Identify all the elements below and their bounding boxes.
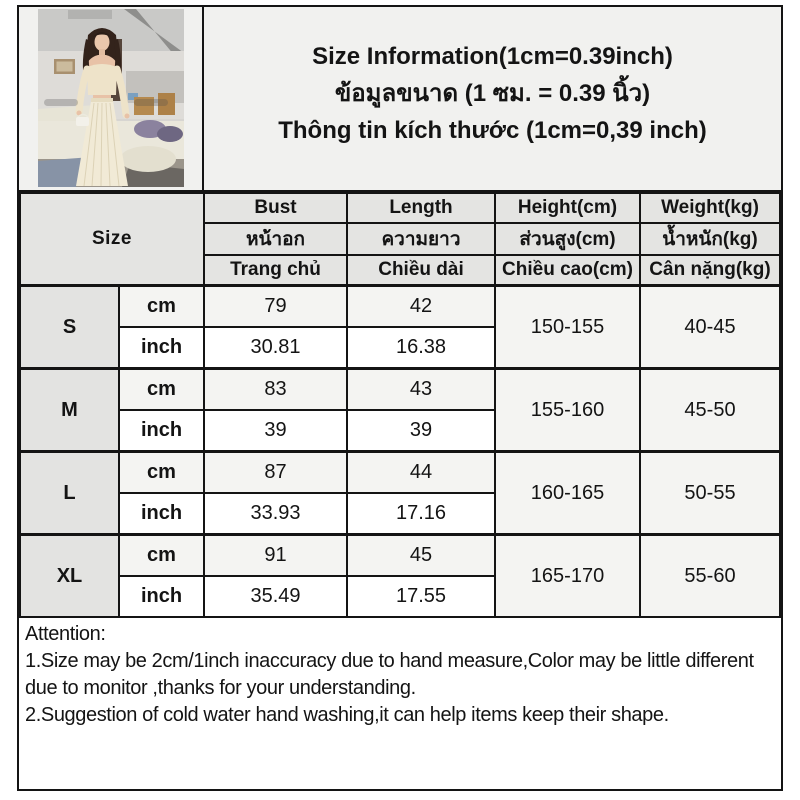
m-height-range: 155-160: [494, 367, 641, 453]
header-weight-en: Weight(kg): [639, 192, 781, 224]
title-english: Size Information(1cm=0.39inch): [312, 43, 673, 70]
table-row: inch 35.49 17.55: [20, 575, 780, 618]
header-section: Size Information(1cm=0.39inch) ข้อมูลขนา…: [19, 7, 781, 192]
product-photo: [37, 9, 184, 187]
header-length-en: Length: [346, 192, 496, 224]
l-length-cm: 44: [346, 450, 496, 494]
header-height-en: Height(cm): [494, 192, 641, 224]
attention-heading: Attention:: [25, 623, 106, 645]
m-unit-inch: inch: [118, 409, 205, 453]
xl-unit-cm: cm: [118, 533, 205, 577]
size-xl-label: XL: [19, 533, 120, 618]
m-length-inch: 39: [346, 409, 496, 453]
table-row: inch 33.93 17.16: [20, 492, 780, 536]
s-bust-inch: 30.81: [203, 326, 348, 370]
s-length-inch: 16.38: [346, 326, 496, 370]
size-l-label: L: [19, 450, 120, 536]
xl-length-cm: 45: [346, 533, 496, 577]
size-s-label: S: [19, 284, 120, 370]
l-weight-range: 50-55: [639, 450, 781, 536]
table-row: XL cm 91 45 165-170 55-60: [19, 533, 781, 618]
header-length-vi: Chiều dài: [346, 254, 496, 287]
attention-section: Attention: 1.Size may be 2cm/1inch inacc…: [19, 618, 781, 789]
size-m-label: M: [19, 367, 120, 453]
header-row-vietnamese: Trang chủ Chiều dài Chiều cao(cm) Cân nặ…: [20, 254, 781, 287]
title-thai: ข้อมูลขนาด (1 ซม. = 0.39 นิ้ว): [334, 80, 651, 107]
header-weight-th: น้ำหนัก(kg): [639, 222, 781, 256]
m-length-cm: 43: [346, 367, 496, 411]
l-height-range: 160-165: [494, 450, 641, 536]
l-length-inch: 17.16: [346, 492, 496, 536]
l-unit-cm: cm: [118, 450, 205, 494]
m-unit-cm: cm: [118, 367, 205, 411]
s-bust-cm: 79: [203, 284, 348, 328]
header-length-th: ความยาว: [346, 222, 496, 256]
header-height-vi: Chiều cao(cm): [494, 254, 641, 287]
s-length-cm: 42: [346, 284, 496, 328]
attention-item-2: 2.Suggestion of cold water hand washing,…: [25, 704, 669, 726]
l-bust-inch: 33.93: [203, 492, 348, 536]
header-weight-vi: Cân nặng(kg): [639, 254, 781, 287]
table-row: M cm 83 43 155-160 45-50: [19, 367, 781, 453]
header-bust-en: Bust: [203, 192, 348, 224]
xl-bust-inch: 35.49: [203, 575, 348, 618]
s-height-range: 150-155: [494, 284, 641, 370]
table-row: inch 30.81 16.38: [20, 326, 780, 370]
m-bust-cm: 83: [203, 367, 348, 411]
xl-unit-inch: inch: [118, 575, 205, 618]
l-unit-inch: inch: [118, 492, 205, 536]
table-row: inch 39 39: [20, 409, 780, 453]
l-bust-cm: 87: [203, 450, 348, 494]
xl-length-inch: 17.55: [346, 575, 496, 618]
table-row: L cm 87 44 160-165 50-55: [19, 450, 781, 536]
s-unit-cm: cm: [118, 284, 205, 328]
s-unit-inch: inch: [118, 326, 205, 370]
xl-height-range: 165-170: [494, 533, 641, 618]
s-weight-range: 40-45: [639, 284, 781, 370]
size-info-title-block: Size Information(1cm=0.39inch) ข้อมูลขนา…: [204, 7, 781, 190]
header-bust-th: หน้าอก: [203, 222, 348, 256]
title-vietnamese: Thông tin kích thước (1cm=0,39 inch): [278, 117, 707, 144]
xl-bust-cm: 91: [203, 533, 348, 577]
header-height-th: ส่วนสูง(cm): [494, 222, 641, 256]
attention-item-1: 1.Size may be 2cm/1inch inaccuracy due t…: [25, 650, 754, 699]
table-row: S cm 79 42 150-155 40-45: [19, 284, 781, 370]
header-bust-vi: Trang chủ: [203, 254, 348, 287]
header-row-english: Size Bust Length Height(cm) Weight(kg): [19, 192, 781, 287]
header-row-thai: หน้าอก ความยาว ส่วนสูง(cm) น้ำหนัก(kg): [20, 222, 781, 256]
product-photo-cell: [19, 7, 204, 190]
xl-weight-range: 55-60: [639, 533, 781, 618]
m-bust-inch: 39: [203, 409, 348, 453]
size-chart-sheet: Size Information(1cm=0.39inch) ข้อมูลขนา…: [17, 5, 783, 791]
size-column-header: Size: [19, 192, 205, 287]
m-weight-range: 45-50: [639, 367, 781, 453]
size-table: Size Bust Length Height(cm) Weight(kg) ห…: [19, 192, 781, 618]
